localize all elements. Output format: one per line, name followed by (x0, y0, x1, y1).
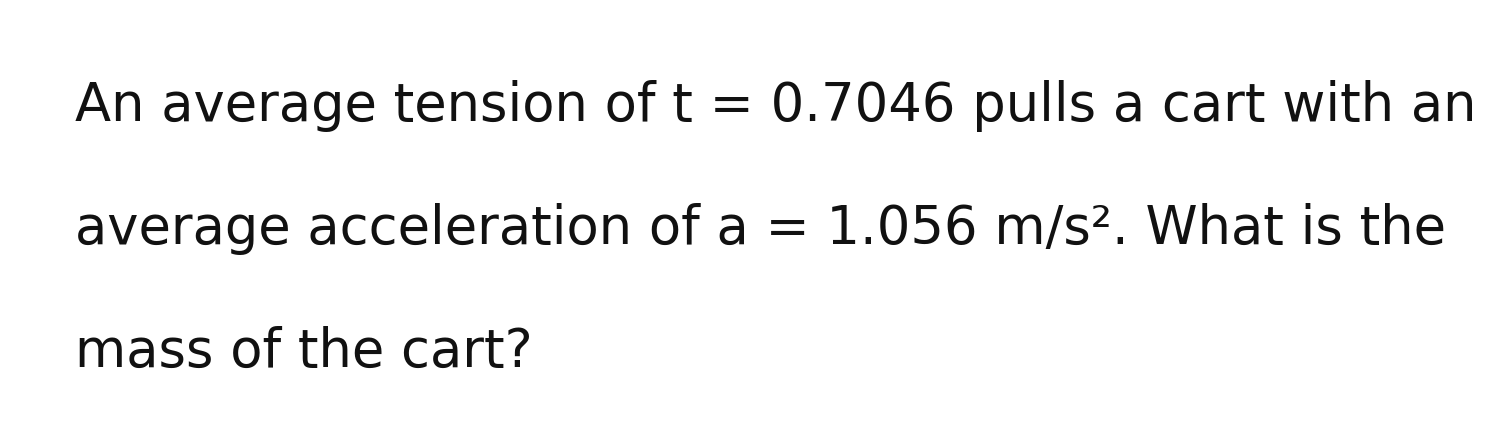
Text: An average tension of t = 0.7046 pulls a cart with an: An average tension of t = 0.7046 pulls a… (75, 80, 1476, 132)
Text: average acceleration of a = 1.056 m/s². What is the: average acceleration of a = 1.056 m/s². … (75, 203, 1446, 255)
Text: mass of the cart?: mass of the cart? (75, 326, 532, 378)
